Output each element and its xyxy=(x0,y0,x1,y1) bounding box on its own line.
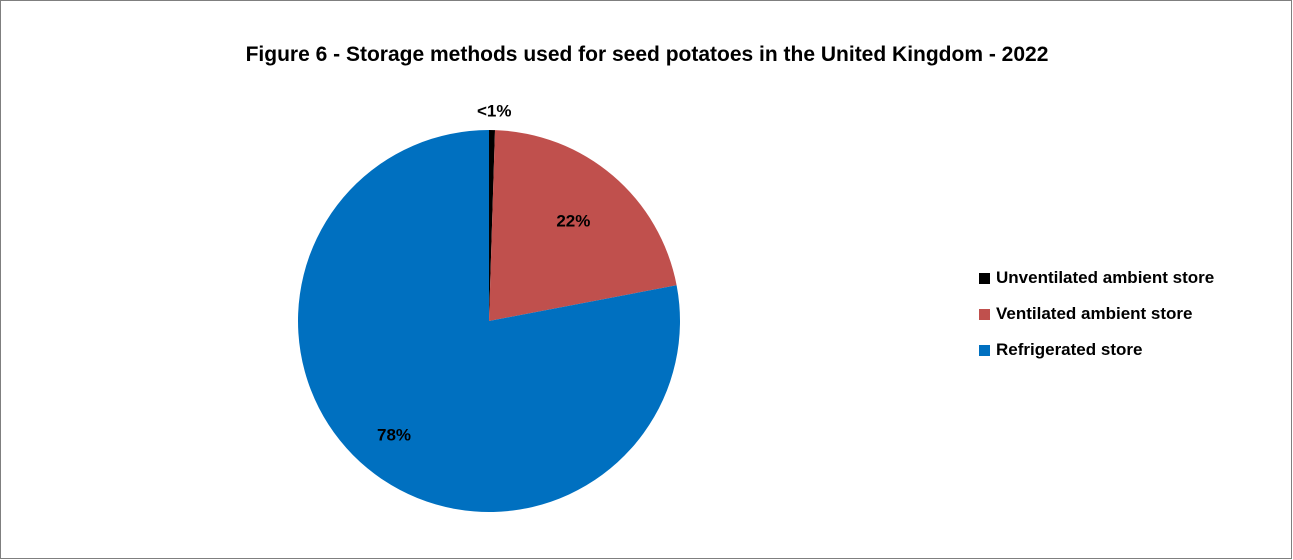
legend-swatch xyxy=(979,344,990,356)
legend-swatch xyxy=(979,308,990,320)
data-label: 78% xyxy=(377,425,411,444)
legend: Unventilated ambient store Ventilated am… xyxy=(979,265,1214,373)
data-label: 22% xyxy=(556,212,590,231)
pie-slice-ventilated-ambient-store xyxy=(489,130,677,321)
legend-item-refrigerated: Refrigerated store xyxy=(979,337,1214,363)
pie-slice-refrigerated-store xyxy=(298,130,681,512)
pie-slice-unventilated-ambient-store xyxy=(489,130,495,321)
legend-swatch xyxy=(979,272,990,284)
data-label: <1% xyxy=(477,102,512,121)
legend-item-ventilated: Ventilated ambient store xyxy=(979,301,1214,327)
legend-label: Ventilated ambient store xyxy=(996,304,1193,323)
legend-label: Unventilated ambient store xyxy=(996,268,1215,287)
chart-title: Figure 6 - Storage methods used for seed… xyxy=(245,43,1049,66)
legend-label: Refrigerated store xyxy=(996,340,1143,359)
legend-item-unventilated: Unventilated ambient store xyxy=(979,265,1214,291)
